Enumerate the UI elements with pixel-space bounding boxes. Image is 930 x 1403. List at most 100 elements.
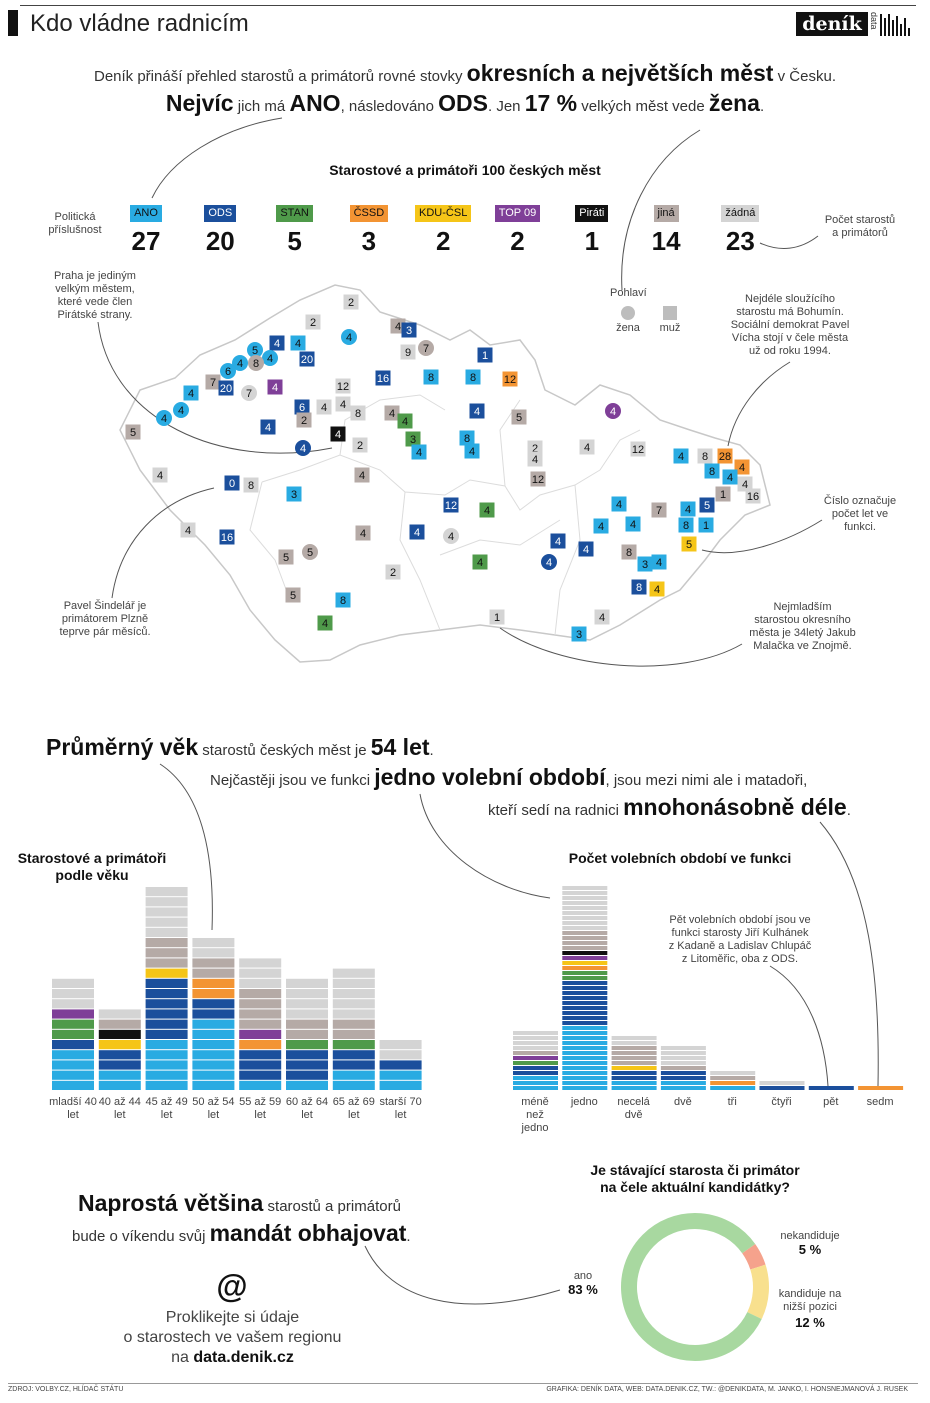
marker-years: 3 (291, 489, 297, 501)
bar-category-label: 50 až 54 let (192, 1096, 235, 1121)
bar-unit-stan (52, 1019, 94, 1029)
city-marker: 4 (341, 329, 357, 345)
party-7: jiná 14 (629, 203, 703, 257)
party-count: 27 (131, 226, 161, 256)
marker-years: 4 (322, 618, 328, 630)
male-marker (296, 412, 312, 428)
bar-unit-jiná (192, 968, 235, 978)
bar-unit-ods (145, 1009, 188, 1019)
marker-years: 4 (360, 528, 366, 540)
city-marker: 4 (469, 403, 485, 419)
male-marker (715, 486, 731, 502)
marker-years: 4 (272, 382, 278, 394)
bar-unit-ano (145, 1050, 188, 1060)
city-marker: 5 (125, 424, 141, 440)
cta-line: o starostech ve vašem regionu (123, 1329, 342, 1346)
marker-years: 1 (494, 612, 500, 624)
bar-category-label: 65 až 69 let (332, 1096, 375, 1121)
marker-years: 20 (301, 354, 313, 366)
marker-years: 7 (210, 377, 216, 389)
bar-unit-žádná (513, 1041, 558, 1045)
note-line: funkci. (844, 521, 876, 533)
bar-unit-žádná (332, 968, 375, 978)
marker-years: 3 (406, 325, 412, 337)
leader-five (769, 965, 829, 1087)
city-marker: 2 (352, 437, 368, 453)
top-rule (20, 5, 916, 6)
male-marker (218, 380, 234, 396)
note-line: Počet starostů (824, 214, 896, 226)
terms-chart-title: Počet volebních období ve funkci (568, 850, 792, 866)
bar-unit-ods (562, 981, 608, 985)
bar-unit-jiná (513, 1051, 558, 1055)
marker-years: 4 (448, 531, 454, 543)
party-0: ANO 27 (109, 203, 183, 257)
male-marker (278, 549, 294, 565)
note-line: které vede člen (57, 296, 133, 308)
city-marker: 4 (649, 581, 665, 597)
note-line: Číslo označuje (823, 495, 897, 507)
gender-legend-title: Pohlaví (610, 287, 647, 299)
bar-unit-ods (513, 1066, 558, 1070)
marker-years: 4 (678, 451, 684, 463)
bar-unit-ods (192, 999, 235, 1009)
female-marker (443, 528, 459, 544)
bar-unit-ano (562, 1036, 608, 1040)
party-8: žádná 23 (703, 203, 777, 257)
marker-years: 16 (747, 491, 759, 503)
bar-unit-stan (286, 1040, 328, 1050)
male-square-icon (663, 306, 677, 320)
marker-years: 4 (414, 527, 420, 539)
leader-obhajovat (364, 1245, 561, 1305)
lead-text: Nejčastěji jsou ve funkci (210, 772, 375, 789)
intro-line-1: Deník přináší přehled starostů a primáto… (0, 60, 930, 87)
age-lead-3: kteří sedí na radnici mnohonásobně déle. (488, 794, 851, 821)
intro-highlight: Nejvíc (165, 90, 234, 116)
bar-unit-ano (611, 1086, 657, 1090)
note-line: Politická (54, 211, 96, 223)
bar-unit-ano (562, 1026, 608, 1030)
bar-unit-žádná (562, 906, 608, 910)
male-marker (260, 419, 276, 435)
bar-unit-ods (562, 1011, 608, 1015)
bar-unit-žádná (660, 1051, 706, 1055)
lead-text: . (429, 742, 434, 759)
female-marker (605, 403, 621, 419)
note-line: Pavel Šindelář je (63, 600, 147, 612)
data-denik-link[interactable]: data.denik.cz (193, 1349, 294, 1366)
male-marker (502, 371, 518, 387)
bar-category-label: pět (823, 1096, 839, 1108)
bar-unit-ano (562, 1061, 608, 1065)
city-marker: 8 (678, 517, 694, 533)
male-marker (737, 476, 753, 492)
bar-category-label: čtyři (771, 1096, 792, 1108)
marker-years: 4 (267, 353, 273, 365)
male-marker (335, 396, 351, 412)
intro-text: , následováno (340, 98, 439, 115)
bar-unit-ods (286, 1050, 328, 1060)
bar-unit-ods (562, 991, 608, 995)
male-marker (699, 497, 715, 513)
city-marker: 4 (316, 399, 332, 415)
city-marker: 8 (465, 369, 481, 385)
city-marker: 2 (305, 314, 321, 330)
marker-years: 12 (504, 374, 516, 386)
bar-unit-ods (611, 1071, 657, 1075)
bar-unit-jiná (611, 1061, 657, 1065)
bar-unit-stan (513, 1061, 558, 1065)
bar-unit-jiná (332, 1029, 375, 1039)
logo-bars-icon (880, 14, 912, 36)
bar-unit-ods (286, 1060, 328, 1070)
city-marker: 3 (637, 556, 653, 572)
bar-unit-ano (192, 1019, 235, 1029)
city-marker: 8 (459, 430, 475, 446)
male-marker (352, 437, 368, 453)
city-marker: 5 (302, 544, 318, 560)
marker-years: 8 (355, 408, 361, 420)
city-marker: 4 (384, 405, 400, 421)
marker-years: 4 (340, 399, 346, 411)
city-marker: 4 (579, 439, 595, 455)
male-marker (299, 351, 315, 367)
bar-unit-žádná (286, 989, 328, 999)
note-line: starostou okresního (754, 614, 851, 626)
